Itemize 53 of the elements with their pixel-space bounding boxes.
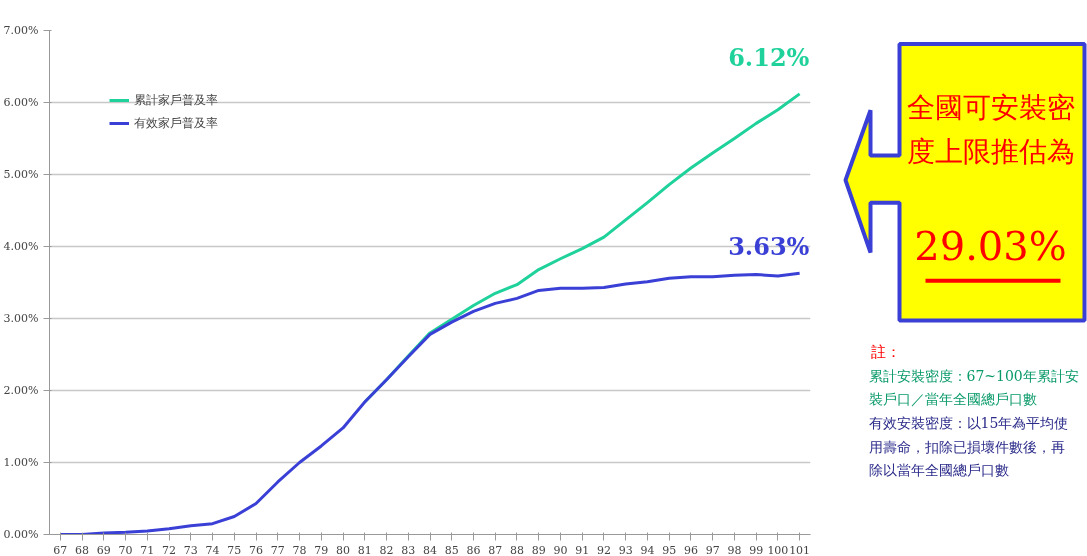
y-tick-label: 2.00%: [3, 384, 39, 397]
x-tick-label: 94: [640, 543, 655, 556]
x-tick-label: 76: [249, 543, 264, 556]
x-tick-label: 67: [53, 543, 68, 556]
x-tick-label: 82: [379, 543, 394, 556]
text: 累計安裝密度：67~100年累計安裝戶口／當年全國總戶口數: [868, 367, 1079, 408]
x-tick-label: 85: [444, 543, 459, 556]
x-tick-label: 68: [75, 543, 90, 556]
x-tick-label: 78: [292, 543, 307, 556]
x-tick-label: 87: [488, 543, 503, 556]
x-tick-label: 70: [118, 543, 133, 556]
x-tick-label: 100: [767, 543, 789, 556]
y-tick-label: 7.00%: [3, 24, 39, 37]
text: 註：: [870, 343, 901, 362]
x-tick-label: 80: [336, 543, 351, 556]
x-tick-label: 96: [683, 543, 698, 556]
x-tick-label: 79: [314, 543, 329, 556]
text: 29.03%: [914, 223, 1067, 270]
x-tick-label: 88: [509, 543, 524, 556]
line-series: [58, 271, 802, 535]
y-tick-label: 1.00%: [3, 456, 39, 469]
x-tick-label: 91: [575, 543, 590, 556]
x-tick-label: 101: [789, 543, 811, 556]
x-tick-label: 75: [227, 543, 242, 556]
y-tick-label: 3.00%: [3, 312, 39, 325]
x-tick-label: 98: [727, 543, 742, 556]
annotation: 6.12%: [728, 42, 810, 72]
legend-label: 累計家戶普及率: [134, 91, 218, 109]
x-tick-label: 83: [401, 543, 416, 556]
x-tick-label: 97: [705, 543, 720, 556]
y-tick-label: 4.00%: [3, 240, 39, 253]
x-tick-label: 89: [531, 543, 546, 556]
x-tick-label: 95: [662, 543, 677, 556]
legend-label: 有效家戶普及率: [134, 114, 218, 132]
text: 全國可安裝密度上限推估為: [906, 91, 1075, 168]
x-tick-label: 73: [183, 543, 198, 556]
y-tick-label: 0.00%: [3, 528, 39, 541]
x-tick-label: 81: [357, 543, 372, 556]
y-tick-label: 5.00%: [3, 168, 39, 181]
x-tick-label: 92: [596, 543, 611, 556]
x-tick-label: 93: [618, 543, 633, 556]
x-tick-label: 84: [423, 543, 437, 556]
x-tick-label: 69: [96, 543, 111, 556]
x-tick-label: 72: [162, 543, 177, 556]
x-tick-label: 77: [270, 543, 285, 556]
x-tick-label: 71: [140, 543, 155, 556]
x-tick-label: 99: [749, 543, 764, 556]
annotation: 3.63%: [728, 232, 810, 262]
text: 有效安裝密度：以15年為平均使用壽命，扣除已損壞件數後，再除以當年全國總戶口數: [868, 415, 1069, 479]
y-tick-label: 6.00%: [3, 96, 39, 109]
x-tick-label: 90: [553, 543, 568, 556]
x-tick-label: 74: [205, 543, 220, 556]
x-tick-label: 86: [466, 543, 481, 556]
